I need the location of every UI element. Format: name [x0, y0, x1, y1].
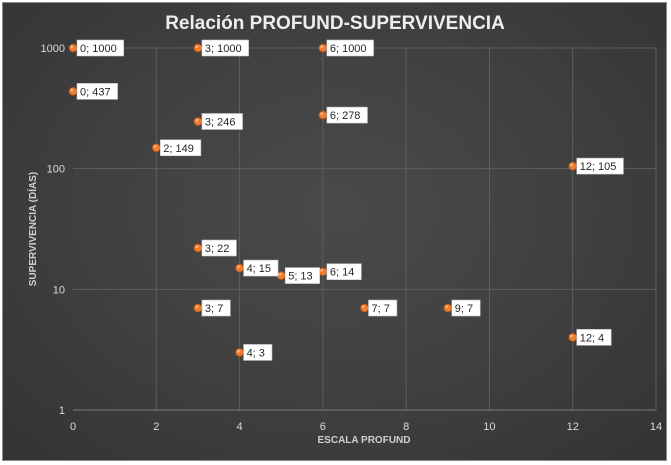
data-label-text: 3; 7	[205, 303, 223, 315]
y-tick-label: 100	[47, 164, 65, 176]
data-label-box	[243, 259, 279, 277]
y-tick-label: 1	[59, 405, 65, 417]
data-label-text: 0; 437	[80, 86, 111, 98]
data-label: 2; 149	[159, 139, 202, 157]
data-point	[235, 263, 244, 273]
x-tick-label: 10	[483, 421, 495, 433]
data-label-box	[326, 39, 374, 57]
data-point	[568, 161, 578, 171]
data-label: 3; 246	[201, 113, 243, 130]
data-label-box	[243, 344, 273, 361]
x-tick-label: 6	[320, 421, 326, 433]
axes: 0 2 4 6 8 10 12 14 1 10 100 1000	[41, 43, 663, 433]
data-label-box	[159, 139, 202, 157]
data-label-box	[576, 329, 612, 346]
chart-frame	[2, 2, 667, 461]
data-label-text: 12; 4	[580, 332, 604, 344]
data-point	[235, 348, 244, 357]
data-label-box	[576, 157, 624, 175]
data-point	[568, 332, 578, 342]
chart-title: Relación PROFUND-SUPERVIVENCIA	[165, 13, 505, 34]
data-label-text: 3; 1000	[205, 43, 242, 55]
data-label-box	[76, 83, 118, 100]
data-label-text: 2; 149	[163, 143, 194, 155]
data-label: 9; 7	[451, 299, 481, 317]
data-label-box	[326, 106, 368, 124]
y-tick-label: 10	[53, 284, 65, 296]
data-label: 12; 4	[576, 329, 612, 346]
data-point	[193, 43, 203, 53]
data-label-box	[201, 113, 243, 130]
data-point	[318, 267, 328, 277]
y-axis-title: SUPERVIVENCIA (DÍAS)	[26, 172, 39, 286]
x-tick-label: 12	[567, 421, 579, 433]
data-labels: 0; 1000 3; 1000 6; 1000 0; 437 3; 246 6; 278 2…	[76, 39, 624, 361]
data-point	[360, 303, 369, 313]
data-point	[193, 117, 203, 126]
data-label: 3; 22	[201, 239, 237, 257]
data-point	[193, 243, 203, 253]
x-tick-label: 2	[153, 421, 159, 433]
data-label-text: 6; 278	[330, 110, 361, 122]
data-label: 0; 437	[76, 83, 118, 100]
data-point	[318, 43, 328, 53]
data-point	[443, 303, 453, 313]
data-label: 6; 14	[326, 263, 362, 281]
data-point	[68, 43, 78, 53]
data-label-text: 4; 15	[247, 263, 271, 275]
data-label-text: 3; 246	[205, 116, 236, 128]
y-tick-label: 1000	[41, 43, 65, 55]
data-label-text: 3; 22	[205, 243, 229, 255]
data-label: 3; 7	[201, 299, 231, 317]
data-label: 6; 1000	[326, 39, 374, 57]
data-label-text: 7; 7	[372, 303, 390, 315]
data-label-box	[201, 299, 231, 317]
data-label: 6; 278	[326, 106, 368, 124]
grid	[73, 47, 657, 410]
data-label-text: 12; 105	[580, 161, 617, 173]
data-label: 4; 3	[243, 344, 273, 361]
data-point	[276, 271, 286, 280]
x-tick-label: 4	[237, 421, 243, 433]
data-label: 7; 7	[368, 299, 398, 317]
data-label-text: 9; 7	[455, 303, 473, 315]
data-point	[193, 303, 203, 313]
data-label-box	[326, 263, 362, 281]
x-tick-label: 0	[70, 421, 76, 433]
data-label: 3; 1000	[201, 39, 249, 57]
x-axis-title: ESCALA PROFUND	[318, 435, 411, 446]
data-label: 5; 13	[284, 267, 321, 284]
data-point	[68, 86, 78, 96]
data-label: 4; 15	[243, 259, 279, 277]
data-label-box	[201, 239, 237, 257]
data-label: 0; 1000	[76, 39, 125, 57]
x-tick-label: 14	[650, 421, 662, 433]
data-label-box	[284, 267, 321, 284]
data-label-text: 5; 13	[288, 271, 312, 283]
data-label: 12; 105	[576, 157, 624, 175]
data-label-text: 6; 14	[330, 267, 354, 279]
data-label-text: 6; 1000	[330, 43, 367, 55]
data-points	[68, 43, 578, 357]
data-label-box	[451, 299, 481, 317]
data-point	[318, 110, 328, 120]
data-label-text: 4; 3	[247, 347, 265, 359]
x-tick-label: 8	[403, 421, 409, 433]
data-label-box	[201, 39, 249, 57]
data-point	[151, 143, 161, 153]
data-label-box	[76, 39, 125, 57]
data-label-box	[368, 299, 398, 317]
data-label-text: 0; 1000	[80, 43, 117, 55]
